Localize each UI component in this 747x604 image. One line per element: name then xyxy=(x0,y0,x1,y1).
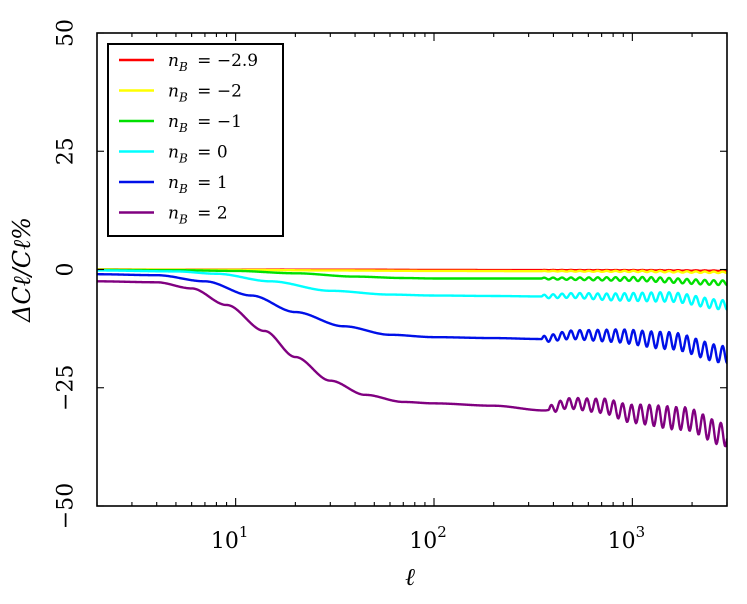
x-tick-label: 102 xyxy=(409,523,447,554)
series-line-2 xyxy=(97,268,727,287)
legend-label: nB = −1 xyxy=(168,112,242,135)
legend-label: nB = −2.9 xyxy=(168,51,258,74)
series-layer xyxy=(97,268,727,448)
series-line-3 xyxy=(97,269,727,311)
y-tick-label: 0 xyxy=(54,263,79,277)
legend-label: nB = −2 xyxy=(168,82,242,105)
plot-frame xyxy=(96,32,728,507)
x-tick-labels: 101 102 103 xyxy=(211,523,645,554)
legend-label: nB = 2 xyxy=(168,204,228,227)
y-tick-label: 50 xyxy=(54,19,79,47)
legend-label: nB = 1 xyxy=(168,173,228,196)
legend-box xyxy=(107,43,284,237)
x-tick-label: 101 xyxy=(211,523,249,554)
y-tick-label: −25 xyxy=(54,365,79,411)
series-line-4 xyxy=(97,273,727,365)
legend: nB = −2.9 nB = −2 nB = −1 nB = 0 nB = 1 nB = … xyxy=(107,43,284,237)
y-axis-label: ΔCℓ/Cℓ% xyxy=(8,217,36,323)
y-tick-labels: −50 −25 0 25 50 xyxy=(54,19,79,529)
series-line-5 xyxy=(97,280,727,448)
y-tick-label: −50 xyxy=(54,483,79,529)
x-tick-label: 103 xyxy=(608,523,646,554)
y-tick-label: 25 xyxy=(54,137,79,165)
x-axis-label: ℓ xyxy=(405,563,415,591)
legend-label: nB = 0 xyxy=(168,143,228,166)
